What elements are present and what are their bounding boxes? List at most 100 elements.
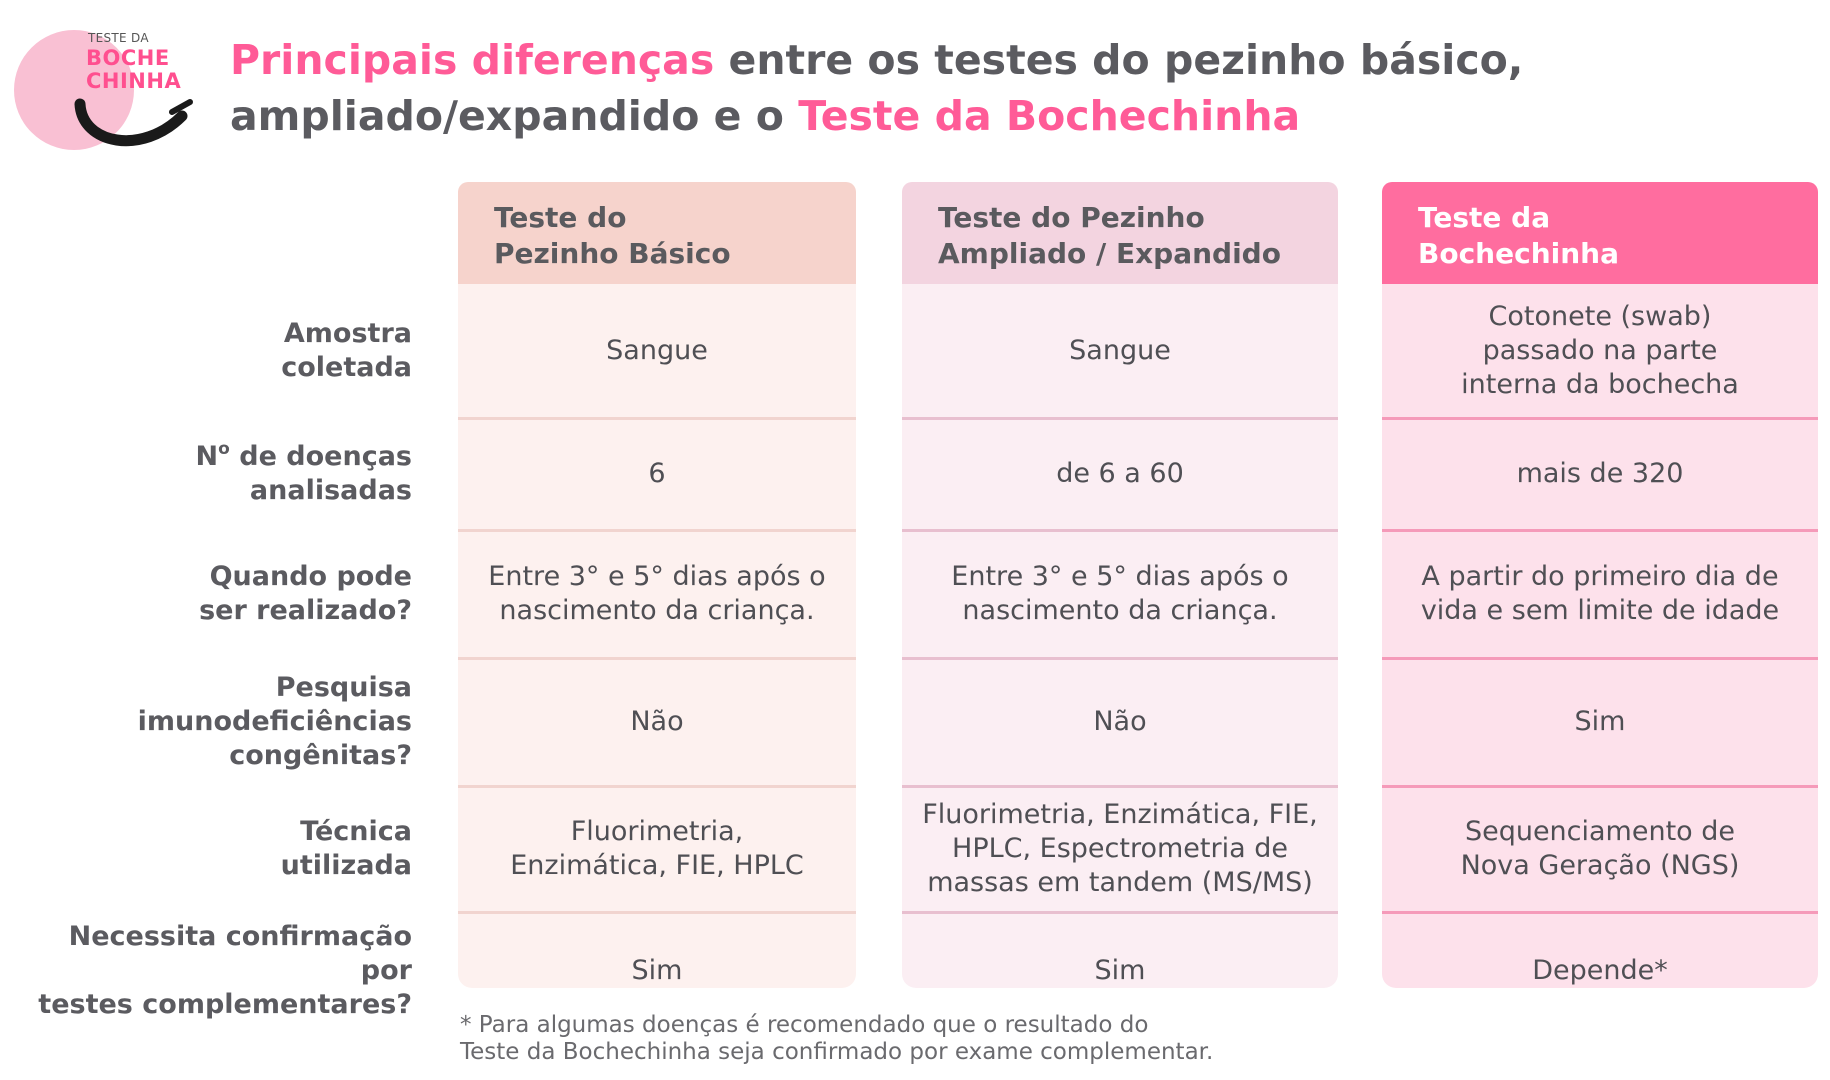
table-cell: Fluorimetria, Enzimática, FIE, HPLC [458, 786, 856, 912]
title-text-2: ampliado/expandido e o [230, 92, 799, 140]
row-divider [458, 911, 856, 914]
row-label-part: de doenças [229, 441, 412, 472]
column-header: Teste da Bochechinha [1382, 182, 1818, 284]
cell-line: nascimento da criança. [499, 595, 815, 626]
cell-line: Cotonete (swab) [1488, 301, 1712, 332]
footnote-line-2: Teste da Bochechinha seja confirmado por… [460, 1039, 1214, 1065]
row-label: No de doenças analisadas [12, 418, 412, 530]
table-cell: A partir do primeiro dia de vida e sem li… [1382, 530, 1818, 658]
row-divider [902, 785, 1338, 788]
row-label-line: congênitas? [229, 740, 412, 771]
cell-line: Sim [631, 955, 683, 986]
cell-line: Sangue [1069, 335, 1171, 366]
table-cell: Sim [902, 912, 1338, 1030]
row-divider [902, 657, 1338, 660]
cell-line: Entre 3° e 5° dias após o [488, 561, 826, 592]
cell-text: Não [630, 705, 683, 739]
footnote: * Para algumas doenças é recomendado que… [460, 1012, 1213, 1066]
logo: TESTE DA BOCHE CHINHA [10, 24, 200, 164]
row-divider [1382, 417, 1818, 420]
row-divider [902, 911, 1338, 914]
ordinal-superscript: o [218, 439, 230, 459]
cell-line: Fluorimetria, Enzimática, FIE, [922, 799, 1318, 830]
table-cell: Sim [1382, 658, 1818, 786]
column-header: Teste do Pezinho Ampliado / Expandido [902, 182, 1338, 284]
row-divider [458, 529, 856, 532]
table-cell: de 6 a 60 [902, 418, 1338, 530]
cell-text: Sim [1575, 705, 1626, 739]
cell-text: Fluorimetria, Enzimática, FIE, HPLC [510, 815, 804, 883]
row-label-line: No de doenças [196, 440, 412, 474]
row-label-text: Técnica utilizada [281, 815, 412, 883]
row-label-line: Pesquisa [275, 672, 412, 703]
cell-line: Depende* [1532, 955, 1668, 986]
row-divider [902, 529, 1338, 532]
row-divider [1382, 911, 1818, 914]
cell-text: Fluorimetria, Enzimática, FIE, HPLC, Espe… [922, 798, 1318, 900]
row-label-text: Quando pode ser realizado? [199, 560, 412, 628]
row-label-line: utilizada [280, 850, 412, 881]
cell-line: Nova Geração (NGS) [1460, 850, 1740, 881]
column-header-line-1: Teste do Pezinho [938, 201, 1205, 234]
table-cell: Cotonete (swab) passado na parte interna d… [1382, 284, 1818, 418]
row-label: Necessita confirmação por testes compleme… [12, 912, 412, 1030]
row-label-line: Quando pode [209, 561, 412, 592]
cell-text: de 6 a 60 [1056, 457, 1184, 491]
cell-line: interna da bochecha [1461, 369, 1739, 400]
row-label: Amostra coletada [12, 284, 412, 418]
cell-line: Sim [1094, 955, 1146, 986]
table-cell: Sangue [902, 284, 1338, 418]
table-cell: 6 [458, 418, 856, 530]
row-label-line: imunodeficiências [137, 706, 412, 737]
row-label-line: coletada [281, 352, 412, 383]
row-label-text: Necessita confirmação por testes compleme… [12, 920, 412, 1022]
row-label-line: analisadas [249, 475, 412, 506]
table-cell: Não [902, 658, 1338, 786]
row-divider [458, 785, 856, 788]
cell-line: vida e sem limite de idade [1420, 595, 1780, 626]
row-label-text: Amostra coletada [281, 317, 412, 385]
table-cell: Sequenciamento de Nova Geração (NGS) [1382, 786, 1818, 912]
row-label-line: testes complementares? [38, 989, 412, 1020]
column-body: Sangue 6 Entre 3° e 5° dias após o nascimen… [458, 284, 856, 988]
logo-small-text: TESTE DA [88, 31, 149, 45]
logo-line-1: BOCHE [86, 46, 170, 70]
cell-text: Sim [1095, 954, 1146, 988]
title-line-1: Principais diferenças entre os testes do… [230, 32, 1790, 88]
table-cell: Sim [458, 912, 856, 1030]
logo-circle [14, 30, 134, 150]
title-highlight-1: Principais diferenças [230, 36, 715, 84]
cell-line: Não [630, 706, 684, 737]
row-label: Técnica utilizada [12, 786, 412, 912]
cell-line: passado na parte [1482, 335, 1718, 366]
cell-text: mais de 320 [1517, 457, 1684, 491]
cell-line: de 6 a 60 [1056, 458, 1184, 489]
cell-line: Sangue [606, 335, 708, 366]
cell-line: Não [1093, 706, 1147, 737]
footnote-line-1: * Para algumas doenças é recomendado que… [460, 1012, 1149, 1038]
cell-text: Sim [632, 954, 683, 988]
table-cell: Entre 3° e 5° dias após o nascimento da c… [458, 530, 856, 658]
cell-line: mais de 320 [1516, 458, 1684, 489]
cell-text: A partir do primeiro dia de vida e sem li… [1421, 560, 1779, 628]
cell-line: nascimento da criança. [962, 595, 1278, 626]
cell-line: Entre 3° e 5° dias após o [951, 561, 1289, 592]
cell-text: Sangue [1069, 334, 1171, 368]
column-body: Cotonete (swab) passado na parte interna d… [1382, 284, 1818, 988]
cell-text: Entre 3° e 5° dias após o nascimento da c… [488, 560, 825, 628]
table-cell: Depende* [1382, 912, 1818, 1030]
cell-line: A partir do primeiro dia de [1421, 561, 1779, 592]
cell-line: Sequenciamento de [1464, 816, 1736, 847]
cell-line: Enzimática, FIE, HPLC [510, 850, 804, 881]
row-label: Quando pode ser realizado? [12, 530, 412, 658]
table-cell: Não [458, 658, 856, 786]
column-header-line-2: Pezinho Básico [494, 237, 731, 270]
title-text-1: entre os testes do pezinho básico, [714, 36, 1524, 84]
row-label-line: Amostra [283, 318, 412, 349]
row-label-part: N [195, 441, 219, 472]
table-cell: Fluorimetria, Enzimática, FIE, HPLC, Espe… [902, 786, 1338, 912]
cell-line: Sim [1574, 706, 1626, 737]
cell-line: HPLC, Espectrometria de [952, 833, 1288, 864]
column-header-line-1: Teste da [1418, 201, 1551, 234]
row-divider [458, 657, 856, 660]
